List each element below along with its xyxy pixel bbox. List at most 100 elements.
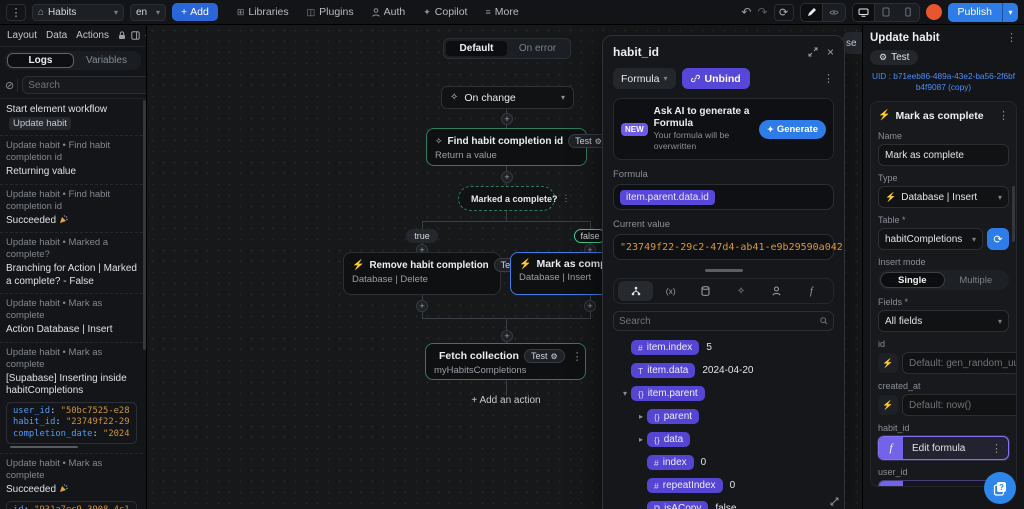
tab-user[interactable] xyxy=(759,281,794,301)
field-input-created_at[interactable] xyxy=(909,399,1016,411)
tree-item[interactable]: ▸ {} parent xyxy=(613,405,834,428)
workflow-uid[interactable]: UID : b71eeb86-489a-43e2-ba56-2f6bfb4f90… xyxy=(872,71,1015,92)
tab-collections[interactable] xyxy=(688,281,723,301)
refresh-table-button[interactable]: ⟳ xyxy=(987,228,1009,250)
nav-plugins[interactable]: ◫ Plugins xyxy=(306,6,354,18)
formula-token[interactable]: item.parent.data.id xyxy=(620,189,715,205)
tree-token[interactable]: ⧉ isACopy xyxy=(647,501,709,509)
locale-select[interactable]: en ▾ xyxy=(130,3,166,21)
tab-default[interactable]: Default xyxy=(446,41,507,56)
log-entry[interactable]: Update habit • Marked a complete? Branchi… xyxy=(0,233,143,294)
add-step-button[interactable]: + xyxy=(501,171,513,183)
lock-icon[interactable] xyxy=(118,31,126,40)
code-scrollbar[interactable] xyxy=(10,446,79,448)
expander-icon[interactable]: ▸ xyxy=(638,412,643,421)
log-entry[interactable]: Update habit • Find habit completion id R… xyxy=(0,136,143,185)
tree-token[interactable]: {} data xyxy=(647,432,691,447)
help-bubble-button[interactable]: ? xyxy=(984,472,1016,504)
tab-layout[interactable]: Layout xyxy=(7,30,38,41)
add-button[interactable]: + Add xyxy=(172,3,218,21)
tab-functions[interactable]: f xyxy=(810,285,813,297)
clipped-close-button[interactable]: se xyxy=(843,32,867,54)
formula-f-icon[interactable]: f xyxy=(879,437,903,459)
trigger-node-on-change[interactable]: ✧ On change ▾ xyxy=(441,86,574,109)
tree-item[interactable]: # item.index 5 xyxy=(613,336,834,359)
log-entry[interactable]: Start element workflowUpdate habit xyxy=(0,98,143,136)
add-step-button[interactable]: + xyxy=(416,300,428,312)
mobile-button[interactable] xyxy=(897,4,919,21)
nav-copilot[interactable]: ✦ Copilot xyxy=(423,6,468,18)
kebab-icon[interactable]: ⋮ xyxy=(561,193,571,203)
test-workflow-button[interactable]: ⚙ Test xyxy=(870,50,919,65)
insert-mode-multiple[interactable]: Multiple xyxy=(959,274,993,286)
app-menu-button[interactable]: ⋮ xyxy=(6,3,26,21)
node-find-habit-completion-id[interactable]: ✧ Find habit completion id Test⚙ ⋮ Retur… xyxy=(426,128,627,166)
tree-search-input[interactable] xyxy=(619,315,820,327)
sidebar-scrollbar[interactable] xyxy=(143,100,146,350)
desktop-button[interactable] xyxy=(852,3,875,21)
tree-token[interactable]: # index xyxy=(647,455,694,470)
publish-button[interactable]: Publish xyxy=(947,2,1002,22)
bind-toggle-button[interactable]: ⚡ xyxy=(878,353,898,373)
avatar[interactable] xyxy=(925,4,942,20)
tab-tree[interactable] xyxy=(618,281,654,301)
kebab-icon[interactable]: ⋮ xyxy=(823,73,834,85)
clear-logs-icon[interactable]: ⊘ xyxy=(5,78,19,92)
kebab-icon[interactable]: ⋮ xyxy=(998,110,1009,122)
add-an-action-button[interactable]: + Add an action xyxy=(471,395,541,406)
binding-mode-select[interactable]: Formula ▾ xyxy=(613,68,676,89)
close-icon[interactable]: × xyxy=(826,45,834,59)
log-entry[interactable]: Update habit • Mark as complete Action Da… xyxy=(0,294,143,343)
preview-mode-button[interactable] xyxy=(823,4,845,21)
node-marked-a-complete[interactable]: Marked a complete? ⋮ xyxy=(458,186,571,211)
tree-item[interactable]: ▸ {} data xyxy=(613,428,834,451)
kebab-icon[interactable]: ⋮ xyxy=(1006,32,1017,44)
node-fetch-collection[interactable]: Fetch collection Test ⚙ ⋮ myHabitsComplet… xyxy=(425,343,586,380)
name-input[interactable] xyxy=(885,149,1002,161)
formula-input[interactable]: item.parent.data.id xyxy=(613,184,834,210)
panel-icon[interactable] xyxy=(131,31,140,40)
tree-item[interactable]: ⧉ isACopy false xyxy=(613,497,834,509)
type-select[interactable]: ⚡ Database | Insert ▾ xyxy=(878,186,1009,208)
collapse-icon[interactable]: « xyxy=(145,30,146,41)
tree-item[interactable]: # repeatIndex 0 xyxy=(613,474,834,497)
resize-handle-icon[interactable] xyxy=(830,497,839,506)
nav-more[interactable]: ≡ More xyxy=(485,6,519,18)
refresh-button[interactable]: ⟳ xyxy=(773,3,794,21)
undo-button[interactable]: ↶ xyxy=(741,5,752,19)
nav-auth[interactable]: Auth xyxy=(365,3,413,21)
test-badge[interactable]: Test⚙ xyxy=(523,349,565,363)
formula-f-icon[interactable]: f xyxy=(879,481,903,486)
expander-icon[interactable]: ▾ xyxy=(622,389,627,398)
node-remove-habit-completion[interactable]: ⚡ Remove habit completion Test⚙ ⋮ Databa… xyxy=(343,252,552,295)
tree-token[interactable]: # item.index xyxy=(631,340,700,355)
tab-on-error[interactable]: On error xyxy=(518,43,557,54)
fields-select[interactable]: All fields ▾ xyxy=(878,310,1009,332)
log-entry[interactable]: Update habit • Mark as complete [Supabase… xyxy=(0,343,143,454)
tab-variables[interactable]: (x) xyxy=(665,286,676,296)
tablet-button[interactable] xyxy=(875,4,897,21)
redo-button[interactable]: ↷ xyxy=(757,5,768,19)
test-badge[interactable]: Test⚙ xyxy=(568,134,609,148)
project-select[interactable]: ⌂ Habits ▾ xyxy=(32,3,124,21)
table-select[interactable]: habitCompletions ▾ xyxy=(878,228,983,250)
log-search-input[interactable] xyxy=(28,79,146,91)
unbind-button[interactable]: Unbind xyxy=(681,68,750,89)
kebab-icon[interactable]: ⋮ xyxy=(991,442,1002,455)
tree-token[interactable]: {} parent xyxy=(647,409,700,424)
tab-components[interactable]: ✧ xyxy=(736,285,746,297)
generate-button[interactable]: ✦ Generate xyxy=(759,119,826,139)
add-step-button[interactable]: + xyxy=(501,330,513,342)
field-input-id[interactable] xyxy=(909,357,1016,369)
inspector-scrollbar[interactable] xyxy=(1012,186,1015,242)
insert-mode-single[interactable]: Single xyxy=(880,272,945,288)
drag-handle[interactable] xyxy=(704,269,743,272)
kebab-icon[interactable]: ⋮ xyxy=(571,350,583,363)
add-step-button[interactable]: + xyxy=(584,300,596,312)
tree-token[interactable]: # repeatIndex xyxy=(647,478,723,493)
tree-token[interactable]: {} item.parent xyxy=(631,386,705,401)
nav-libraries[interactable]: ⊞ Libraries xyxy=(236,6,289,18)
log-entry[interactable]: Update habit • Mark as complete Succeeded… xyxy=(0,454,143,509)
